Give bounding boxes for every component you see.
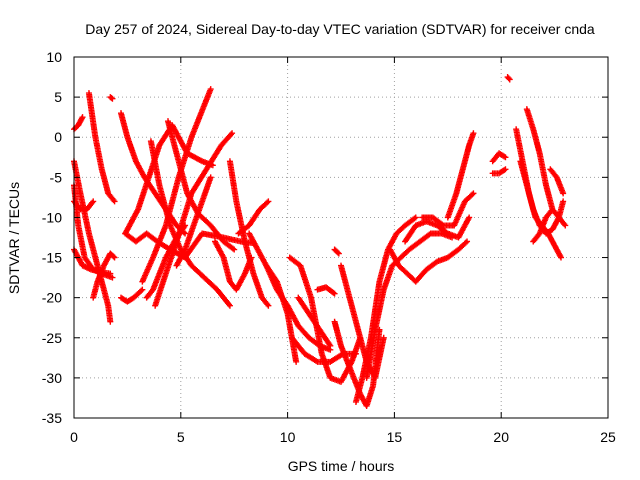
series-arc-36 <box>444 130 477 221</box>
series-arc-07 <box>90 250 118 301</box>
data-point <box>138 287 145 294</box>
x-tick-label: 25 <box>600 429 616 445</box>
y-tick-label: 10 <box>46 49 62 65</box>
series-arc-44 <box>547 166 567 197</box>
series-arc-25 <box>288 334 359 365</box>
y-tick-label: 0 <box>54 129 62 145</box>
data-point <box>107 318 114 325</box>
data-point <box>90 198 97 205</box>
series-arc-08 <box>107 94 116 102</box>
data-point <box>110 253 117 260</box>
data-point <box>111 198 118 205</box>
data-point <box>108 94 115 101</box>
data-point <box>562 222 569 229</box>
data-point <box>330 289 337 296</box>
y-tick-label: 5 <box>54 89 62 105</box>
data-marks <box>71 74 569 409</box>
data-point <box>470 190 477 197</box>
x-tick-label: 20 <box>493 429 509 445</box>
data-point <box>139 286 146 293</box>
data-point <box>207 86 214 93</box>
x-tick-label: 10 <box>280 429 296 445</box>
data-point <box>502 154 509 161</box>
data-point <box>229 130 236 137</box>
series-arc-43 <box>530 206 556 245</box>
series-arc-31 <box>352 214 419 405</box>
data-point <box>107 270 114 277</box>
series-arc-29 <box>331 246 342 257</box>
data-point <box>264 199 271 206</box>
y-tick-label: -15 <box>42 250 62 266</box>
data-point <box>265 198 272 205</box>
data-point <box>558 254 565 261</box>
y-tick-label: -10 <box>42 209 62 225</box>
data-point <box>265 302 272 309</box>
data-point <box>231 246 238 253</box>
series-arc-42 <box>523 106 569 229</box>
series-arc-38 <box>489 166 509 177</box>
data-point <box>560 198 567 205</box>
data-point <box>225 301 232 308</box>
plot-frame <box>73 56 609 419</box>
data-point <box>506 76 513 83</box>
series-arc-19 <box>211 238 255 293</box>
series-arc-39 <box>504 74 513 83</box>
data-point <box>182 230 189 237</box>
data-point <box>334 249 341 256</box>
series-arc-20 <box>226 158 272 309</box>
data-point <box>501 153 508 160</box>
data-point <box>464 238 471 245</box>
series-arc-37 <box>489 150 509 165</box>
data-point <box>469 191 476 198</box>
y-tick-label: -30 <box>42 370 62 386</box>
data-point <box>466 214 473 221</box>
data-point <box>111 254 118 261</box>
data-point <box>380 334 387 341</box>
series-arc-17 <box>164 118 238 253</box>
series-arc-23 <box>263 262 334 353</box>
data-point <box>412 214 419 221</box>
data-point <box>226 302 233 309</box>
x-tick-label: 5 <box>177 429 185 445</box>
data-point <box>207 174 214 181</box>
series-arc-18 <box>173 174 214 269</box>
data-point <box>109 274 116 281</box>
x-tick-label: 0 <box>70 429 78 445</box>
data-point <box>501 167 508 174</box>
data-point <box>331 290 338 297</box>
axis-ticks: 0 5 10 15 20 25 -35 -30 -25 -20 -15 -10 -5 0 5 10 <box>42 49 616 445</box>
series-arc-35 <box>419 190 477 229</box>
y-tick-label: -5 <box>50 169 63 185</box>
series-arc-06 <box>85 90 118 205</box>
series-arc-26 <box>295 294 334 349</box>
data-point <box>560 190 567 197</box>
data-point <box>335 250 342 257</box>
data-point <box>293 358 300 365</box>
x-tick-label: 15 <box>387 429 403 445</box>
data-point <box>505 75 512 82</box>
y-axis-label: SDTVAR / TECUs <box>6 182 22 294</box>
data-point <box>79 114 86 121</box>
data-point <box>227 131 234 138</box>
series-arc-33 <box>387 238 471 285</box>
y-tick-label: -25 <box>42 330 62 346</box>
data-point <box>352 350 359 357</box>
series-arc-21 <box>235 198 272 237</box>
chart-title: Day 257 of 2024, Sidereal Day-to-day VTE… <box>85 21 595 37</box>
data-point <box>109 95 116 102</box>
data-point <box>502 166 509 173</box>
series-arc-10 <box>117 286 146 305</box>
data-point <box>327 342 334 349</box>
series-arc-27 <box>314 284 338 297</box>
y-tick-label: -35 <box>42 410 62 426</box>
y-tick-label: -20 <box>42 290 62 306</box>
data-point <box>470 130 477 137</box>
x-axis-label: GPS time / hours <box>288 458 395 474</box>
series-arc-04 <box>71 114 86 133</box>
data-point <box>462 239 469 246</box>
data-point <box>549 206 556 213</box>
